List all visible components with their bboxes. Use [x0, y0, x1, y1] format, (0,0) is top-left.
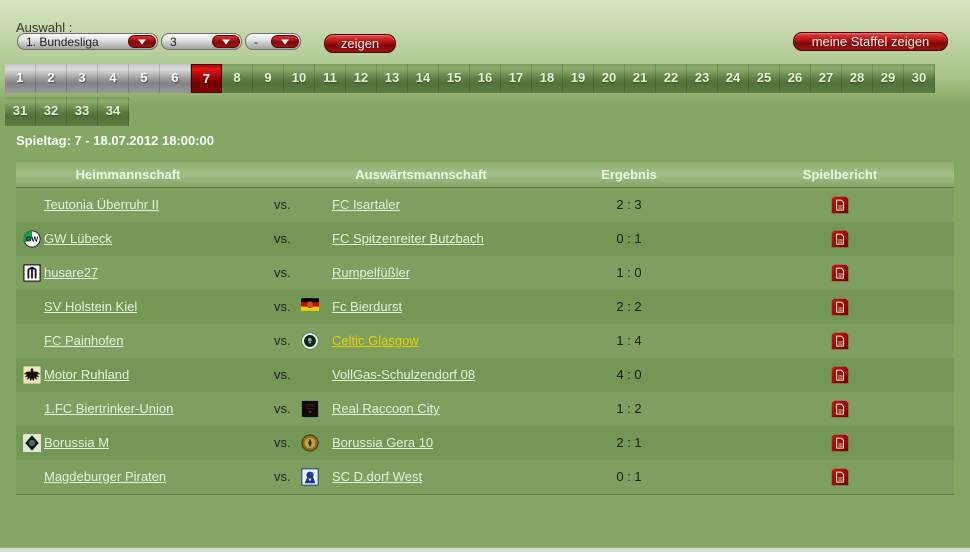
svg-text:GW: GW [26, 234, 39, 243]
